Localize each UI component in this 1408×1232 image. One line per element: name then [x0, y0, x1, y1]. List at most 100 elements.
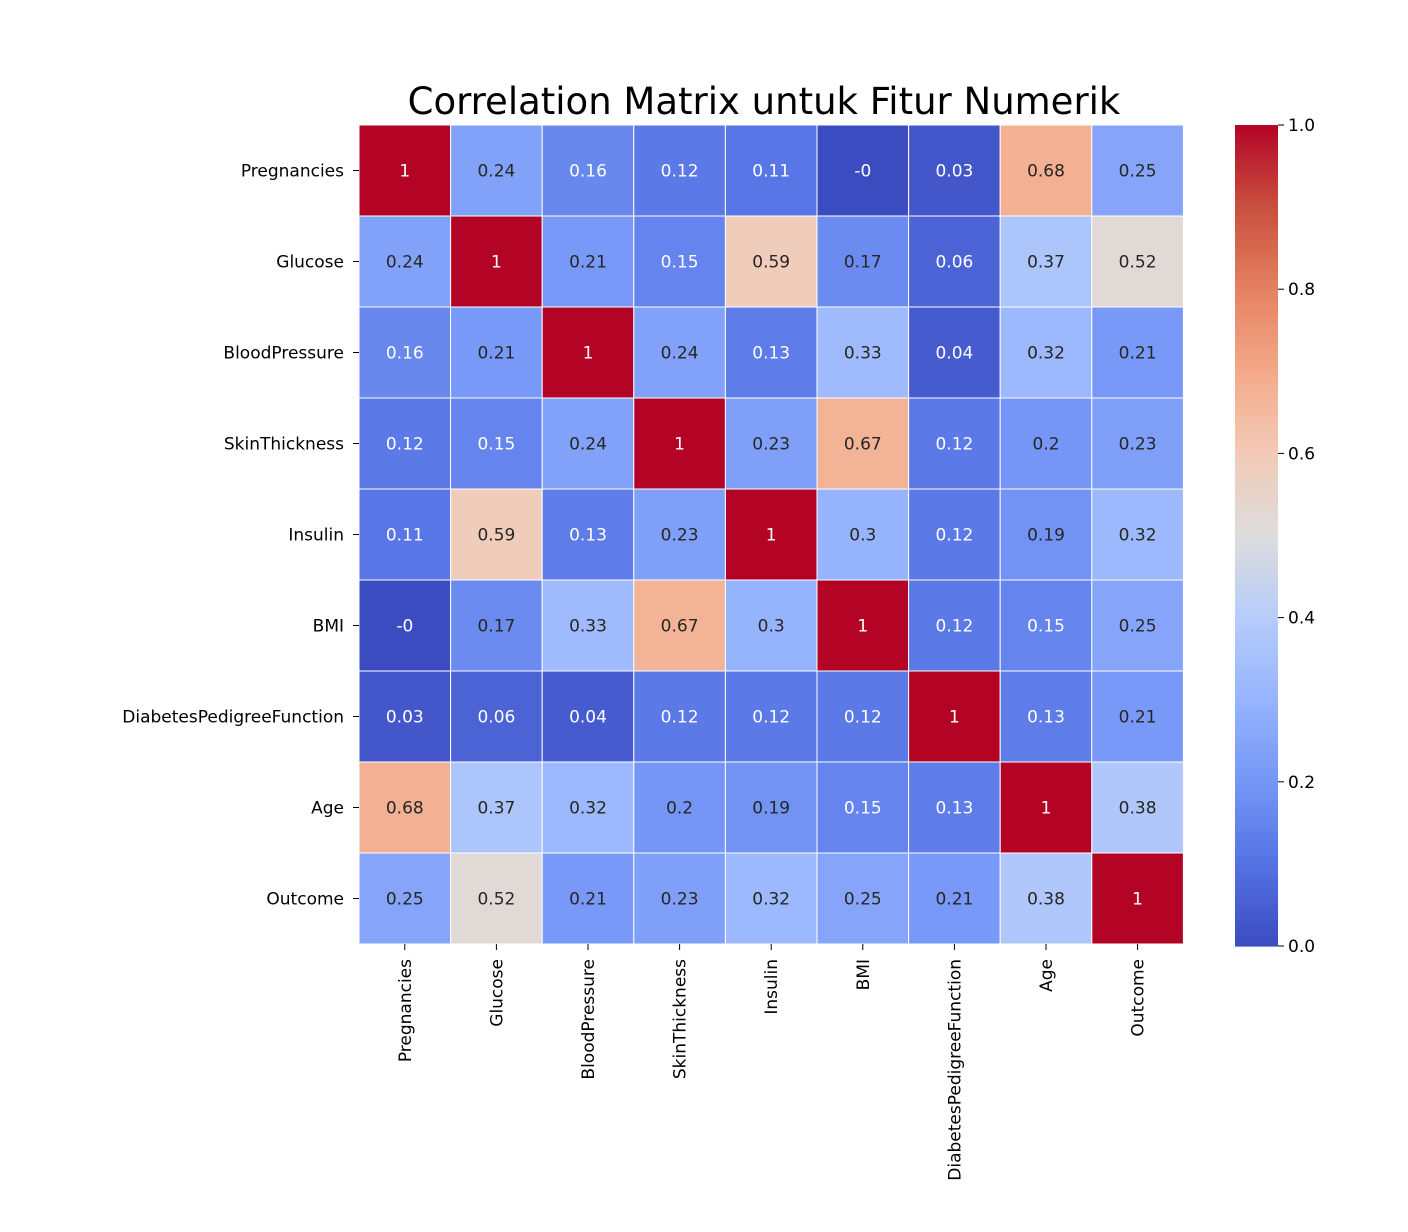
heatmap-cell [633, 306, 726, 399]
heatmap-cell [358, 397, 452, 490]
heatmap-cell [450, 670, 543, 763]
cell-value-label: 0.17 [477, 617, 515, 637]
colorbar-gradient-segment [1235, 400, 1278, 406]
colorbar-gradient-segment [1235, 595, 1278, 602]
colorbar-gradient-segment [1235, 300, 1278, 306]
colorbar-gradient-segment [1235, 195, 1278, 201]
heatmap-cell [633, 215, 726, 308]
cell-value-label: 0.15 [661, 253, 699, 273]
colorbar-gradient-segment [1235, 260, 1278, 266]
colorbar-gradient-segment [1235, 565, 1278, 572]
colorbar-gradient-segment [1235, 605, 1278, 612]
colorbar-gradient-segment [1235, 815, 1278, 822]
heatmap-cell [358, 124, 452, 217]
cell-value-label: 0.24 [661, 344, 699, 364]
cell-value-label: 0.23 [752, 435, 790, 455]
heatmap-cell [358, 670, 452, 763]
cell-value-label: 0.59 [477, 526, 515, 546]
heatmap-cells [358, 124, 1184, 945]
colorbar-gradient-segment [1235, 255, 1278, 261]
cell-value-label: 0.67 [844, 435, 882, 455]
cell-annotations: 1 0.24 0.16 0.12 0.11 -0 0.03 0.68 0.250.24 1 0.21… [386, 162, 1157, 910]
colorbar-gradient-segment [1235, 835, 1278, 842]
colorbar-gradient-segment [1235, 885, 1278, 892]
colorbar-gradient-segment [1235, 280, 1278, 286]
heatmap-cell [541, 215, 635, 308]
colorbar-gradient-segment [1235, 525, 1278, 532]
colorbar-gradient-segment [1235, 465, 1278, 472]
colorbar-gradient-segment [1235, 220, 1278, 226]
cell-value-label: 0.12 [661, 708, 699, 728]
colorbar-gradient-segment [1235, 335, 1278, 341]
colorbar-gradient-segment [1235, 825, 1278, 832]
colorbar-gradient-segment [1235, 910, 1278, 917]
heatmap-cell [999, 124, 1093, 217]
cell-value-label: 1 [583, 344, 594, 364]
colorbar-gradient-segment [1235, 440, 1278, 446]
colorbar-tick-label: 0.4 [1288, 609, 1315, 629]
colorbar-gradient-segment [1235, 165, 1278, 171]
heatmap-cell [450, 306, 543, 399]
cell-value-label: 0.3 [849, 526, 876, 546]
cell-value-label: 0.23 [661, 890, 699, 910]
y-tick-label: Insulin [288, 526, 344, 546]
colorbar-gradient-segment [1235, 775, 1278, 782]
cell-value-label: 1 [399, 162, 410, 182]
colorbar-gradient-segment [1235, 445, 1278, 451]
cell-value-label: 0.37 [1027, 253, 1065, 273]
cell-value-label: 0.38 [1027, 890, 1065, 910]
colorbar-gradient-segment [1235, 795, 1278, 802]
colorbar-gradient-segment [1235, 860, 1278, 867]
colorbar-gradient-segment [1235, 555, 1278, 562]
colorbar-gradient-segment [1235, 660, 1278, 667]
chart-title: Correlation Matrix untuk Fitur Numerik [408, 80, 1121, 123]
heatmap-cell [1091, 215, 1184, 308]
heatmap-cell [541, 306, 635, 399]
colorbar-gradient-segment [1235, 510, 1278, 517]
heatmap-cell [633, 124, 726, 217]
heatmap-cell [541, 761, 635, 854]
heatmap-cell [724, 306, 818, 399]
colorbar-gradient-segment [1235, 305, 1278, 311]
cell-value-label: 0.21 [477, 344, 515, 364]
colorbar-gradient-segment [1235, 915, 1278, 922]
cell-value-label: 0.3 [758, 617, 785, 637]
cell-value-label: 0.13 [752, 344, 790, 364]
colorbar-gradient-segment [1235, 450, 1278, 457]
heatmap-cell [724, 670, 818, 763]
x-tick-label: Pregnancies [396, 959, 416, 1062]
colorbar-gradient-segment [1235, 730, 1278, 737]
heatmap-cell [358, 306, 452, 399]
colorbar-gradient-segment [1235, 360, 1278, 366]
colorbar-gradient-segment [1235, 290, 1278, 296]
colorbar-gradient-segment [1235, 380, 1278, 386]
colorbar-gradient-segment [1235, 240, 1278, 246]
colorbar-gradient-segment [1235, 745, 1278, 752]
colorbar-gradient-segment [1235, 590, 1278, 597]
y-tick-label: SkinThickness [224, 435, 344, 455]
cell-value-label: 0.32 [1119, 526, 1157, 546]
colorbar-gradient-segment [1235, 575, 1278, 582]
colorbar-gradient-segment [1235, 900, 1278, 907]
colorbar-gradient-segment [1235, 470, 1278, 477]
colorbar-gradient-segment [1235, 935, 1278, 942]
heatmap-cell [541, 579, 635, 672]
colorbar-gradient-segment [1235, 780, 1278, 787]
colorbar-gradient-segment [1235, 140, 1278, 146]
cell-value-label: 0.21 [569, 890, 607, 910]
cell-value-label: 0.52 [477, 890, 515, 910]
cell-value-label: 0.13 [569, 526, 607, 546]
colorbar-gradient-segment [1235, 415, 1278, 421]
colorbar-gradient-segment [1235, 520, 1278, 527]
x-tick-label: Outcome [1129, 959, 1149, 1037]
colorbar-gradient-segment [1235, 740, 1278, 747]
heatmap-cell [358, 215, 452, 308]
colorbar-gradient-segment [1235, 275, 1278, 281]
colorbar-gradient-segment [1235, 585, 1278, 592]
colorbar-gradient-segment [1235, 235, 1278, 241]
colorbar-gradient-segment [1235, 580, 1278, 587]
heatmap-cell [816, 852, 910, 945]
cell-value-label: 0.03 [386, 708, 424, 728]
colorbar-gradient-segment [1235, 425, 1278, 431]
colorbar-gradient-segment [1235, 150, 1278, 156]
